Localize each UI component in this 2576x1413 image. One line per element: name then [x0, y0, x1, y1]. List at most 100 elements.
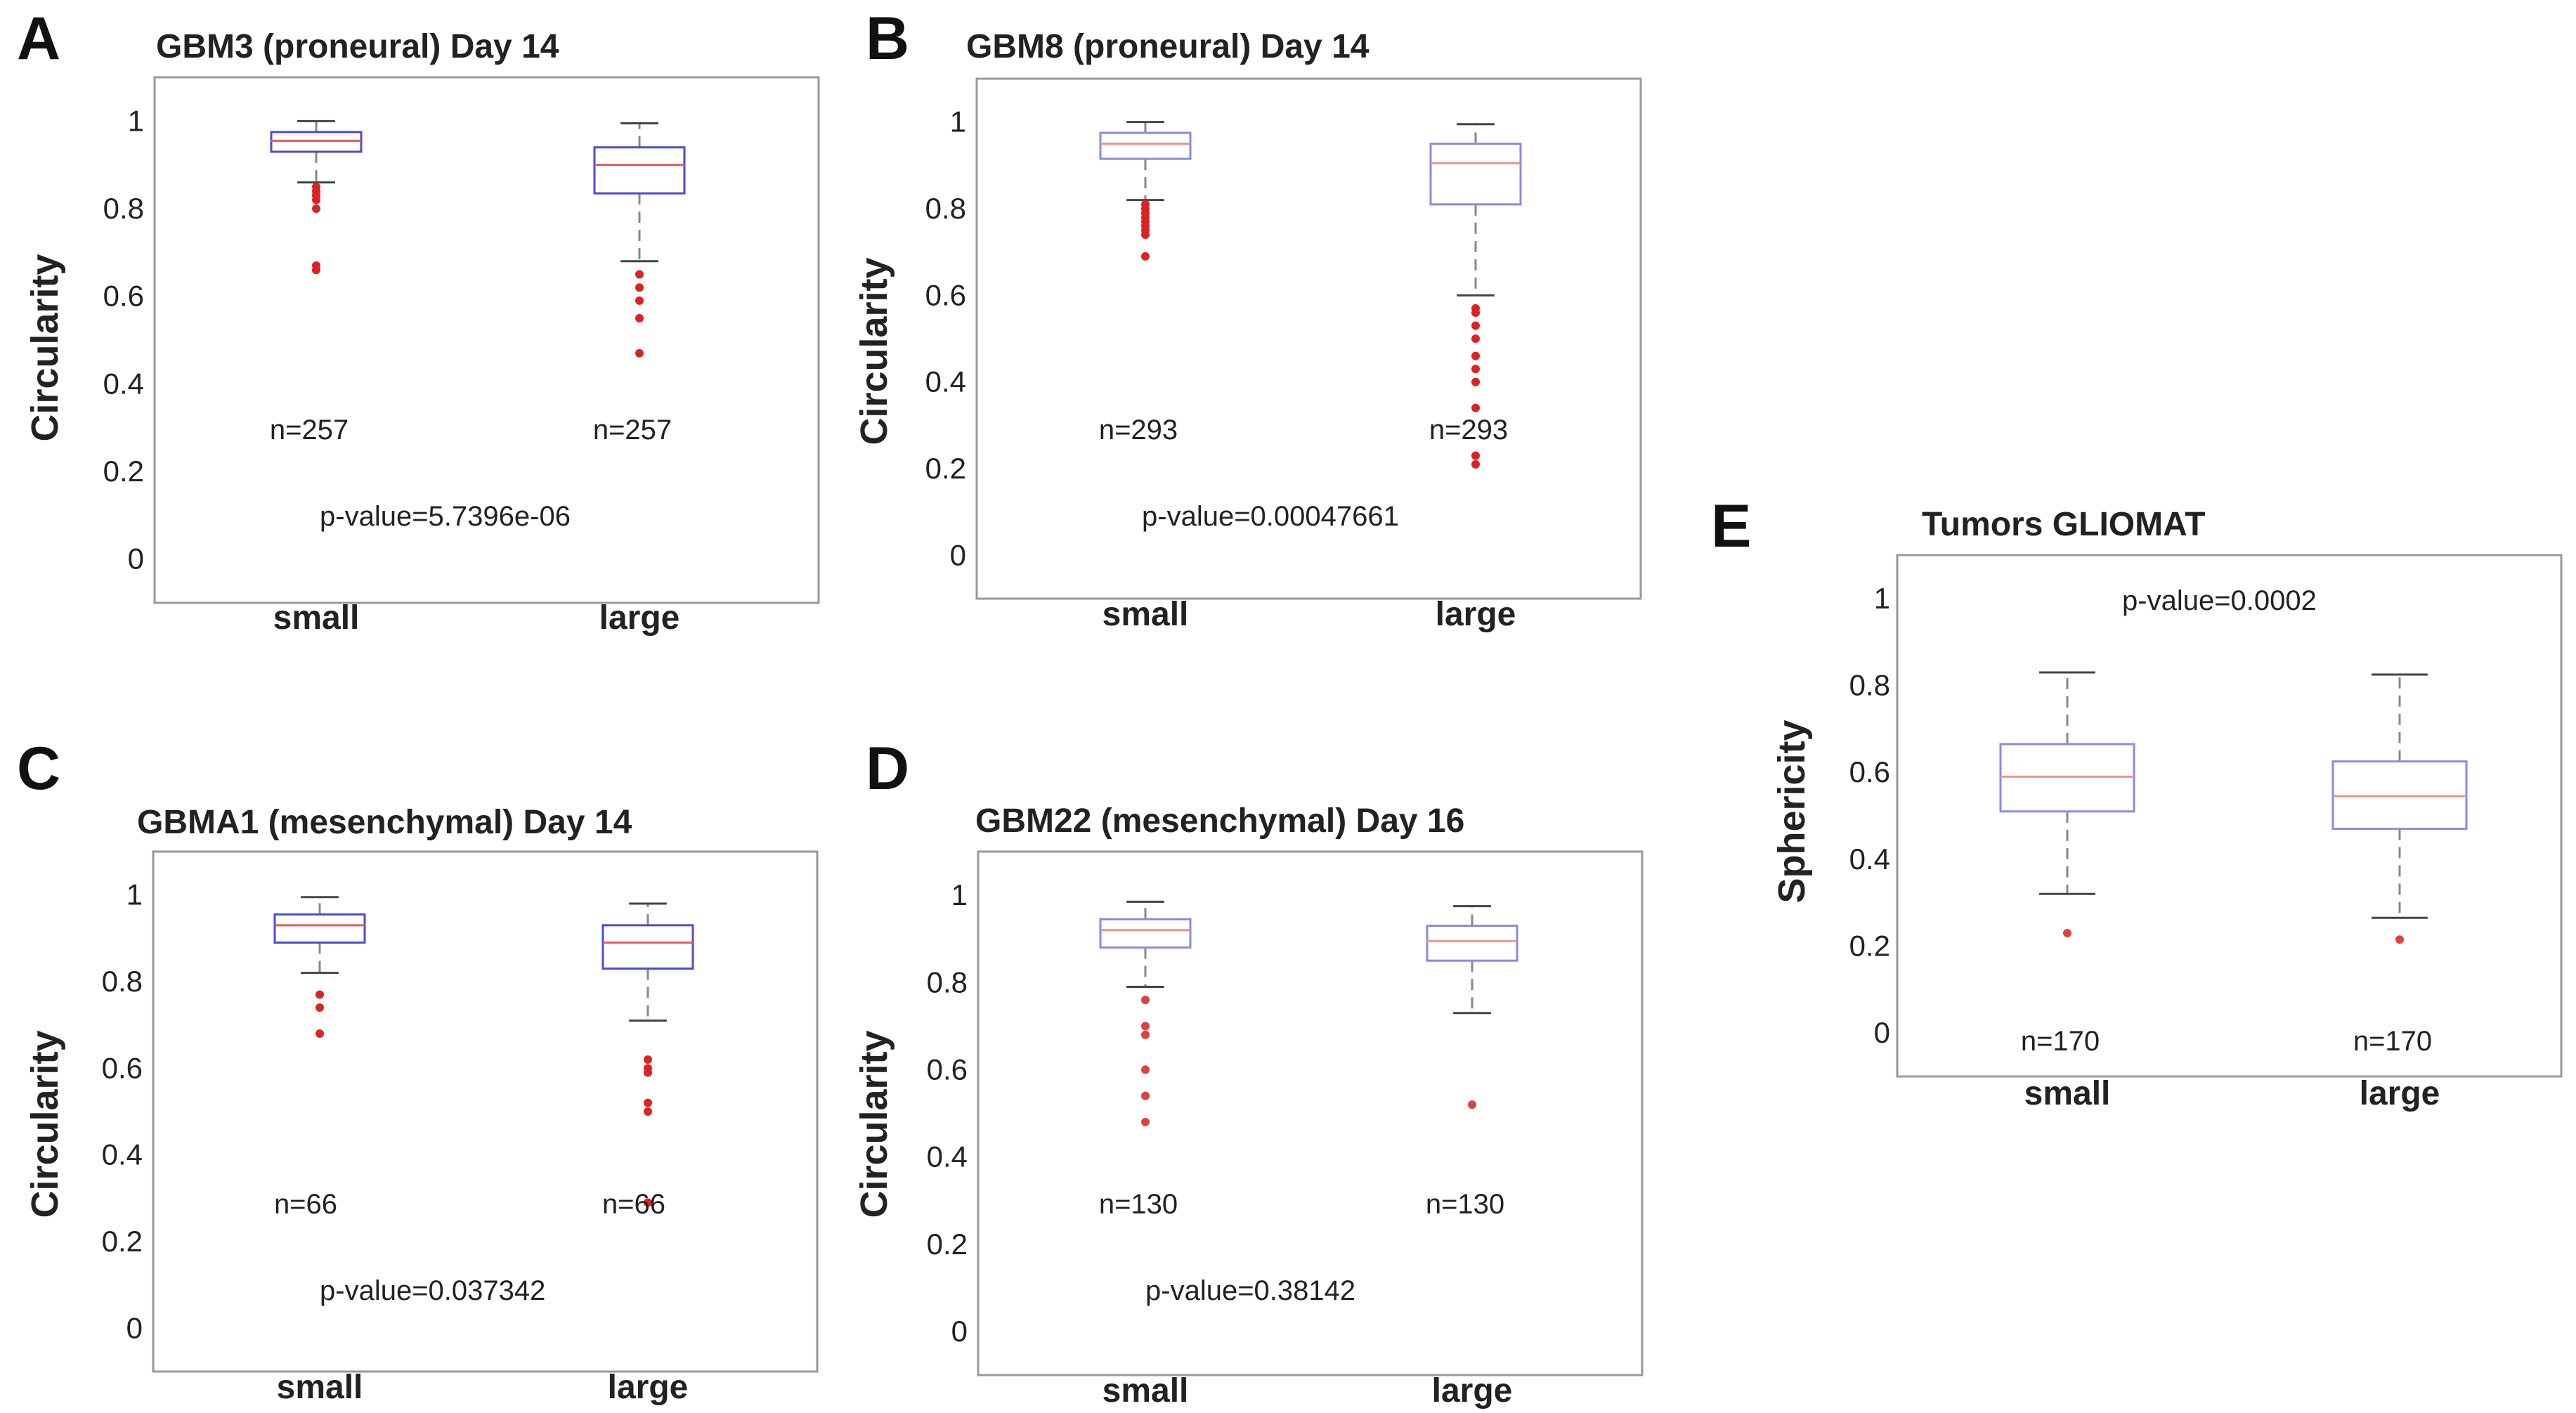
panel-b-large-outlier: [1471, 351, 1480, 360]
panel-d-small-outlier: [1141, 1065, 1150, 1074]
panel-d-xtick-large: large: [1432, 1372, 1513, 1409]
panel-d-ytick-label: 0: [951, 1315, 968, 1348]
panel-b-xtick-large: large: [1436, 596, 1516, 633]
panel-c-ylabel: Circularity: [24, 1030, 66, 1218]
panel-b-large-n-label: n=293: [1429, 415, 1508, 445]
panel-b-large-outlier: [1471, 403, 1480, 412]
panel-c-large-box: [601, 924, 694, 970]
panel-c-ytick-label: 0.2: [102, 1225, 143, 1258]
panel-c-large-n-label: n=66: [602, 1189, 665, 1220]
panel-b-pvalue: p-value=0.00047661: [1142, 501, 1399, 532]
panel-c-small-outlier: [316, 1029, 324, 1038]
panel-d-ylabel: Circularity: [853, 1030, 895, 1218]
panel-b-large-box: [1429, 143, 1522, 206]
panel-b-small-n-label: n=293: [1099, 415, 1178, 445]
panel-d-pvalue: p-value=0.38142: [1145, 1275, 1355, 1306]
panel-e-small-n-label: n=170: [2021, 1026, 2100, 1057]
panel-a-ylabel: Circularity: [24, 254, 66, 441]
panel-letter-c: C: [17, 735, 60, 802]
panel-a-small-n-label: n=257: [270, 415, 349, 445]
panel-a-large-outlier: [635, 313, 644, 323]
panel-d-xtick-small: small: [1102, 1372, 1189, 1409]
panel-e-xtick-large: large: [2360, 1075, 2440, 1112]
panel-d-plot-frame: [977, 850, 1644, 1376]
panel-d-large-box: [1426, 925, 1518, 962]
panel-a-small-outlier: [312, 204, 320, 213]
panel-b-large-outlier: [1471, 321, 1480, 330]
panel-c-xtick-large: large: [608, 1369, 689, 1406]
panel-e-title: Tumors GLIOMAT: [1922, 506, 2206, 543]
panel-c-small-outlier: [316, 990, 324, 999]
panel-a-xtick-small: small: [273, 599, 360, 637]
panel-d-small-outlier: [1141, 996, 1150, 1005]
panel-e-ylabel: Sphericity: [1771, 719, 1813, 903]
panel-e-ytick-label: 0.8: [1849, 669, 1890, 702]
panel-e-large-outlier: [2395, 935, 2404, 944]
panel-c: C GBMA1 (mesenchymal) Day 14 Circularity…: [17, 735, 819, 1406]
panel-d-title: GBM22 (mesenchymal) Day 16: [975, 802, 1464, 840]
panel-b-xtick-small: small: [1102, 596, 1189, 633]
panel-e-pvalue: p-value=0.0002: [2122, 585, 2317, 616]
panel-e-large-n-label: n=170: [2353, 1026, 2432, 1057]
panel-b-large-outlier: [1471, 308, 1480, 317]
panel-c-title: GBMA1 (mesenchymal) Day 14: [137, 804, 632, 841]
panel-letter-d: D: [866, 735, 909, 802]
panel-b-ytick-label: 0.2: [925, 452, 966, 485]
panel-b-title: GBM8 (proneural) Day 14: [966, 28, 1370, 65]
panel-b-small-outlier: [1141, 252, 1150, 261]
panel-d-ytick-label: 0.8: [927, 965, 968, 998]
panel-d-small-outlier: [1141, 1117, 1150, 1126]
panel-a: A GBM3 (proneural) Day 14 Circularity 00…: [17, 5, 820, 637]
panel-b-large-outlier: [1471, 377, 1480, 386]
panel-c-ytick-label: 0.8: [102, 965, 143, 998]
panel-c-ytick-label: 1: [126, 878, 143, 911]
panel-d-large-outlier: [1468, 1100, 1476, 1109]
panel-e: E Tumors GLIOMAT Sphericity 0 0.2 0.4 0.6 0.…: [1711, 493, 2563, 1112]
panel-b-ytick-label: 0.8: [925, 192, 966, 225]
panel-e-xtick-small: small: [2024, 1075, 2111, 1112]
panel-b-large-outlier: [1471, 334, 1480, 343]
panel-d-ytick-label: 0.6: [927, 1053, 968, 1086]
panel-a-ytick-label: 1: [128, 104, 144, 137]
panel-c-large-outlier: [644, 1055, 652, 1064]
panel-a-large-outlier: [635, 296, 644, 305]
panel-a-ytick-label: 0.8: [103, 192, 144, 225]
panel-e-plot-frame: [1896, 554, 2563, 1078]
panel-b-ytick-label: 1: [950, 105, 966, 138]
panel-b-ytick-label: 0.6: [925, 278, 966, 311]
panel-a-large-n-label: n=257: [593, 415, 672, 445]
panel-a-large-outlier: [635, 349, 644, 358]
panel-e-ytick-label: 0.6: [1849, 755, 1890, 788]
panel-a-large-outlier: [635, 283, 644, 292]
panel-d-ytick-label: 0.2: [927, 1228, 968, 1261]
panel-c-small-n-label: n=66: [274, 1189, 337, 1220]
panel-b: B GBM8 (proneural) Day 14 Circularity 00…: [853, 5, 1642, 633]
panel-a-large-outlier: [635, 270, 644, 279]
panel-c-xtick-small: small: [277, 1369, 363, 1406]
panel-c-small-box: [273, 913, 366, 944]
panel-a-ytick-label: 0: [128, 542, 144, 575]
panel-d-small-outlier: [1141, 1022, 1150, 1031]
panel-b-small-box: [1099, 131, 1192, 160]
panel-a-small-outlier: [312, 195, 320, 204]
panel-b-ytick-label: 0.4: [925, 365, 966, 398]
panel-c-plot-area: 0 0.2 0.4 0.6 0.8 1 n=66 n=66 p-value=0.037342: [102, 878, 694, 1344]
panel-d-ytick-label: 0.4: [927, 1140, 968, 1173]
panel-a-title: GBM3 (proneural) Day 14: [156, 28, 559, 65]
panel-d-large-n-label: n=130: [1426, 1189, 1504, 1220]
panel-b-plot-area: 0 0.2 0.4 0.6 0.8 1 n=293 n=293 p-value=0.000476…: [925, 105, 1522, 571]
panel-a-small-box: [270, 131, 363, 153]
panel-c-pvalue: p-value=0.037342: [320, 1275, 545, 1306]
panel-b-large-outlier: [1471, 365, 1480, 374]
panel-d-plot-area: 0 0.2 0.4 0.6 0.8 1 n=130 n=130 p-value=0.38142: [927, 878, 1518, 1348]
panel-b-ylabel: Circularity: [853, 257, 895, 445]
panel-letter-e: E: [1711, 493, 1751, 560]
panel-c-plot-frame: [152, 850, 819, 1373]
panel-b-small-outlier: [1141, 230, 1150, 239]
panel-c-ytick-label: 0.4: [102, 1138, 143, 1171]
panel-d-ytick-label: 1: [951, 878, 968, 911]
panel-b-plot-frame: [975, 77, 1642, 600]
panel-e-large-box: [2331, 760, 2468, 831]
panel-e-small-box: [1999, 743, 2135, 813]
